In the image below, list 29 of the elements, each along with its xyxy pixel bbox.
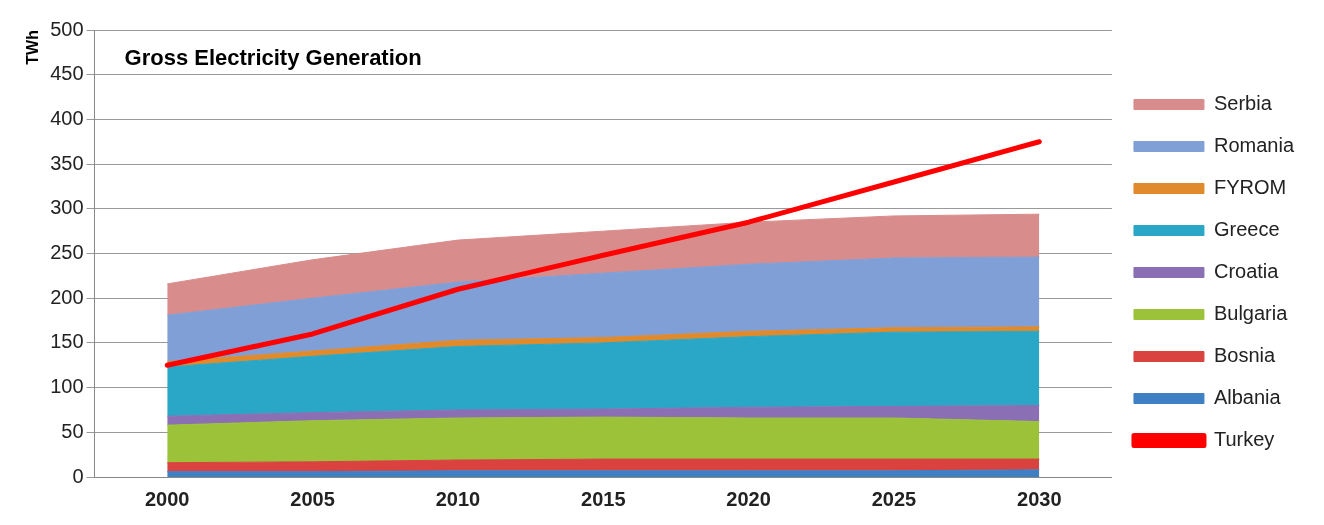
- y-tick-label: 500: [50, 17, 84, 40]
- x-tick-label: 2010: [435, 487, 481, 510]
- x-tick-label: 2005: [290, 487, 335, 510]
- y-tick-label: 150: [50, 330, 84, 353]
- x-tick-label: 2020: [726, 487, 771, 510]
- y-tick-label: 300: [50, 196, 84, 219]
- legend-label: FYROM: [1213, 176, 1287, 199]
- y-tick-label: 250: [50, 241, 84, 264]
- text: Gross Electricity Generation: [124, 45, 422, 71]
- legend-label: Croatia: [1213, 260, 1280, 283]
- legend-label: Turkey: [1213, 428, 1275, 451]
- legend-label: Bulgaria: [1213, 302, 1289, 325]
- y-tick-label: 100: [50, 375, 84, 398]
- y-tick-label: 50: [61, 419, 84, 442]
- legend-label: Greece: [1213, 218, 1280, 241]
- y-tick-label: 400: [50, 106, 84, 129]
- legend-label: Serbia: [1213, 92, 1273, 115]
- y-tick-label: 350: [50, 151, 84, 174]
- y-axis-title: TWh: [24, 30, 42, 65]
- y-tick-label: 0: [72, 464, 84, 487]
- y-tick-label: 200: [50, 285, 84, 308]
- x-tick-label: 2015: [581, 487, 626, 510]
- y-tick-label: 450: [50, 62, 84, 85]
- x-tick-label: 2025: [871, 487, 917, 510]
- x-tick-label: 2000: [144, 487, 190, 510]
- x-tick-label: 2030: [1017, 487, 1062, 510]
- legend-label: Bosnia: [1213, 344, 1276, 367]
- legend-label: Albania: [1213, 386, 1282, 409]
- legend-label: Romania: [1213, 134, 1295, 157]
